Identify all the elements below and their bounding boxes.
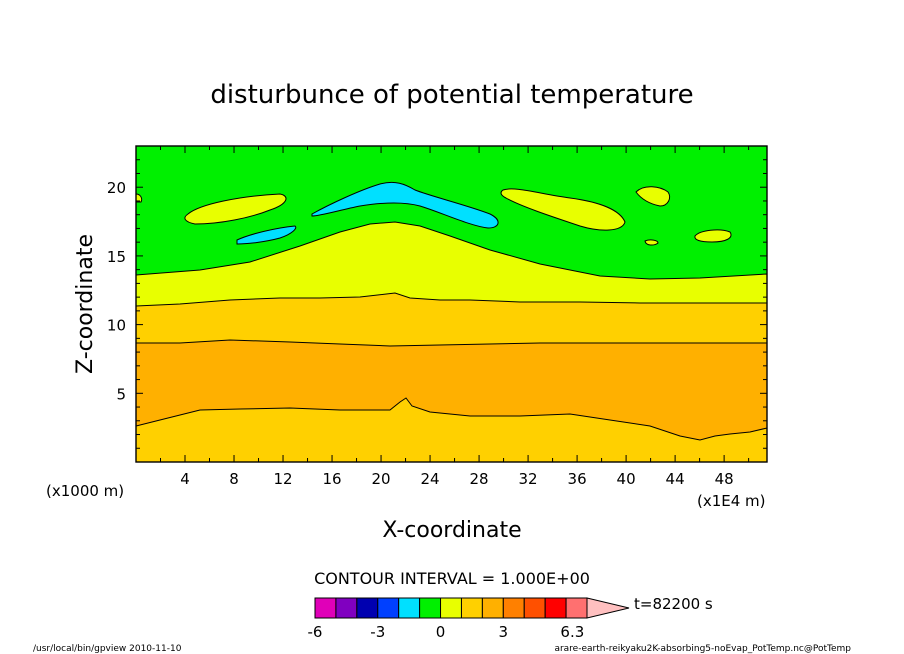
island-yellow-4: [694, 229, 732, 243]
colorbar-tick-label: 3: [499, 623, 509, 641]
y-tick-label: 15: [107, 248, 126, 266]
colorbar: [314, 597, 630, 619]
colorbar-cell: [440, 597, 462, 619]
island-cyan-1: [311, 181, 499, 229]
time-label: t=82200 s: [634, 595, 713, 613]
footer-right: arare-earth-reikyaku2K-absorbing5-noEvap…: [554, 644, 851, 654]
x-tick-label: 44: [666, 470, 685, 488]
colorbar-cell: [314, 597, 337, 619]
x-axis-label: X-coordinate: [382, 518, 521, 543]
colorbar-cell: [502, 597, 525, 619]
y-axis: 5 10 15 20: [107, 159, 767, 449]
x-tick-label: 20: [372, 470, 391, 488]
colorbar-cell: [377, 597, 400, 619]
colorbar-tick-label: 6.3: [560, 623, 584, 641]
contour-band-lower-gold: [136, 397, 767, 462]
y-tick-label: 10: [107, 317, 126, 335]
x-tick-label: 32: [519, 470, 538, 488]
x-tick-label: 16: [322, 470, 341, 488]
island-yellow-6: [136, 193, 143, 203]
x-tick-label: 48: [715, 470, 734, 488]
colorbar-tick-label: -3: [370, 623, 385, 641]
colorbar-cell: [419, 597, 442, 619]
y-unit-label: (x1000 m): [46, 482, 124, 500]
colorbar-end-triangle: [586, 597, 630, 619]
colorbar-cell: [335, 597, 358, 619]
island-yellow-3: [635, 186, 671, 207]
colorbar-cell: [565, 597, 588, 619]
island-yellow-1: [184, 193, 287, 225]
x-tick-label: 24: [421, 470, 440, 488]
colorbar-tick-label: 0: [436, 623, 446, 641]
chart-title: disturbunce of potential temperature: [210, 80, 693, 110]
x-tick-label: 8: [229, 470, 239, 488]
y-tick-label: 5: [116, 385, 126, 403]
x-axis: 4 8 12 16 20 24 28 32 36 40 44 48: [160, 146, 750, 488]
x-tick-label: 12: [273, 470, 292, 488]
x-tick-label: 4: [180, 470, 190, 488]
island-cyan-2: [236, 225, 297, 245]
colorbar-cell: [460, 597, 483, 619]
x-unit-label: (x1E4 m): [697, 492, 766, 510]
colorbar-ticks: -6 -3 0 3 6.3: [308, 623, 585, 641]
x-tick-label: 28: [470, 470, 489, 488]
island-yellow-5: [644, 239, 659, 246]
island-yellow-2: [500, 188, 626, 231]
contour-interval-label: CONTOUR INTERVAL = 1.000E+00: [314, 569, 590, 588]
plot-frame: [135, 145, 768, 463]
colorbar-cell: [544, 597, 567, 619]
colorbar-cell: [356, 597, 379, 619]
footer-left: /usr/local/bin/gpview 2010-11-10: [33, 644, 182, 654]
x-tick-label: 40: [617, 470, 636, 488]
colorbar-cell: [523, 597, 546, 619]
colorbar-cell: [398, 597, 421, 619]
x-tick-label: 36: [568, 470, 587, 488]
colorbar-cell: [481, 597, 504, 619]
y-axis-label: Z-coordinate: [73, 234, 98, 374]
colorbar-tick-label: -6: [308, 623, 323, 641]
y-tick-label: 20: [107, 179, 126, 197]
